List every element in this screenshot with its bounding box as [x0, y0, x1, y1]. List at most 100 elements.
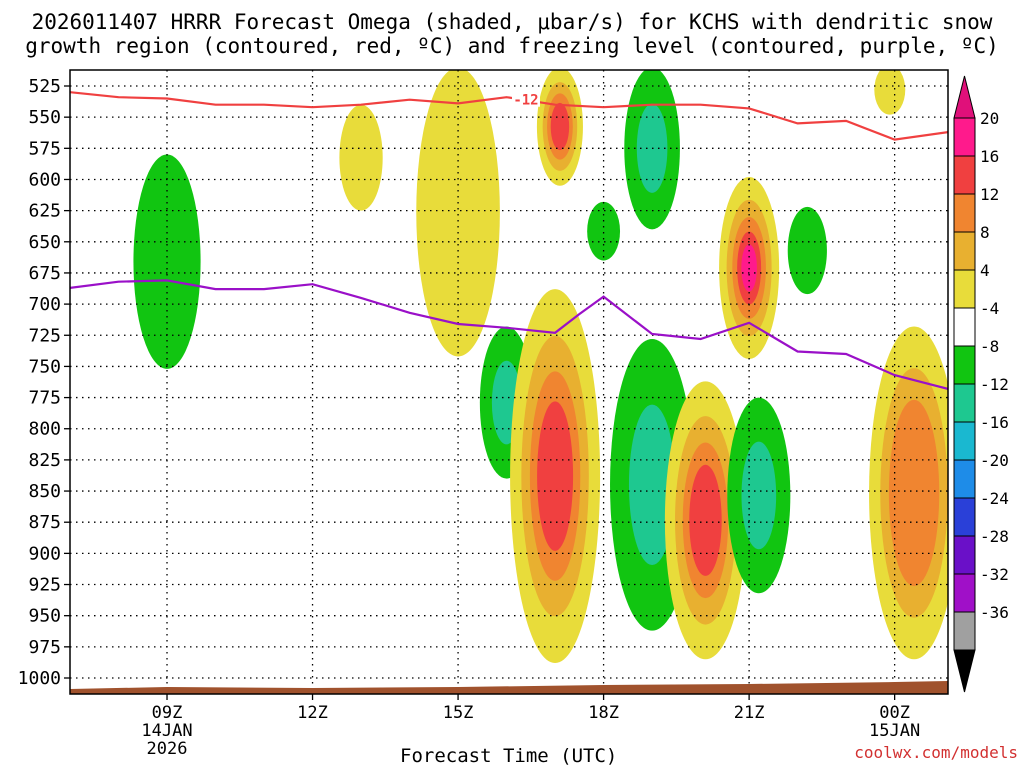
chart-title-line1: 2026011407 HRRR Forecast Omega (shaded, … — [31, 10, 993, 34]
x-tick-label-12Z: 12Z — [297, 703, 328, 723]
colorbar-bin-7 — [953, 383, 976, 423]
colorbar-bin-8 — [953, 421, 976, 461]
y-tick-label-950: 950 — [28, 606, 61, 627]
chart-title-line2: growth region (contoured, red, ºC) and f… — [25, 34, 999, 58]
x-year-label-09Z: 2026 — [147, 739, 188, 759]
omega-feature-1 — [339, 104, 383, 211]
y-tick-label-525: 525 — [28, 76, 61, 97]
omega-feature-2 — [416, 70, 500, 357]
colorbar-label-1: 16 — [980, 147, 999, 166]
omega-feature-3 — [536, 70, 583, 186]
freezing-level-contour — [70, 279, 948, 390]
x-tick-label-09Z: 09Z — [152, 703, 183, 723]
colorbar-bin-6 — [953, 345, 976, 385]
omega-contour-8-1 — [628, 404, 676, 566]
y-tick-label-650: 650 — [28, 232, 61, 253]
y-tick-label-550: 550 — [28, 107, 61, 128]
x-date-label-00Z: 15JAN — [869, 721, 920, 741]
omega-contour-12-1 — [741, 441, 777, 550]
colorbar-label-3: 8 — [980, 223, 990, 242]
x-tick-label-00Z: 00Z — [879, 703, 910, 723]
omega-feature-10 — [719, 176, 780, 359]
y-tick-label-925: 925 — [28, 575, 61, 596]
y-tick-label-600: 600 — [28, 169, 61, 190]
colorbar-label-7: -12 — [980, 375, 1009, 394]
colorbar-bin-9 — [953, 459, 976, 499]
x-date-label-09Z: 14JAN — [141, 721, 192, 741]
y-tick-label-725: 725 — [28, 325, 61, 346]
colorbar-bin-2 — [953, 193, 976, 233]
dgz-label-background — [511, 90, 540, 107]
gridlines — [70, 70, 948, 694]
omega-feature-11 — [787, 206, 827, 295]
colorbar-bin-10 — [953, 497, 976, 537]
x-axis-title: Forecast Time (UTC) — [400, 745, 618, 767]
colorbar-bin-13 — [953, 611, 976, 651]
omega-shading — [133, 70, 948, 664]
omega-feature-9 — [664, 381, 747, 660]
omega-contour-13-0 — [874, 70, 906, 115]
y-tick-label-675: 675 — [28, 263, 61, 284]
omega-feature-6 — [510, 289, 601, 664]
y-tick-label-875: 875 — [28, 512, 61, 533]
x-tick-label-18Z: 18Z — [588, 703, 619, 723]
omega-contour-0-0 — [133, 154, 201, 369]
colorbar-label-2: 12 — [980, 185, 999, 204]
omega-contour-7-0 — [587, 201, 621, 261]
colorbar-bin-3 — [953, 231, 976, 271]
colorbar-bin-4 — [953, 269, 976, 309]
colorbar-label-6: -8 — [980, 337, 999, 356]
omega-feature-12 — [727, 397, 791, 594]
omega-feature-4 — [624, 70, 680, 230]
y-tick-label-775: 775 — [28, 388, 61, 409]
y-tick-label-800: 800 — [28, 419, 61, 440]
colorbar-bin-5 — [953, 307, 976, 347]
colorbar-label-9: -20 — [980, 451, 1009, 470]
colorbar-label-8: -16 — [980, 413, 1009, 432]
y-tick-label-750: 750 — [28, 356, 61, 377]
dgz-minus12-contour — [70, 91, 948, 141]
colorbar-top-arrow — [953, 75, 976, 119]
colorbar: 20 16 12 8 4 -4 -8 -12 -16 -20 -24 -28 -32 -36 — [953, 75, 1009, 693]
omega-contour-2-0 — [416, 70, 500, 357]
y-tick-label-975: 975 — [28, 637, 61, 658]
colorbar-bin-0 — [953, 117, 976, 157]
x-tick-label-15Z: 15Z — [443, 703, 474, 723]
colorbar-bin-1 — [953, 155, 976, 195]
site-credit: coolwx.com/models — [854, 743, 1018, 762]
colorbar-bin-12 — [953, 573, 976, 613]
omega-contour-6-3 — [537, 401, 574, 551]
omega-contour-10-4 — [741, 244, 757, 292]
y-tick-label-900: 900 — [28, 543, 61, 564]
colorbar-label-0: 20 — [980, 109, 999, 128]
axes: 525 550 575 600 625 650 675 700 725 750 775 800 825 8… — [18, 76, 921, 759]
colorbar-label-5: -4 — [980, 299, 999, 318]
terrain-surface — [70, 681, 948, 694]
dgz-contour-label: -12 — [513, 93, 538, 109]
omega-contour-14-2 — [888, 399, 940, 587]
colorbar-label-10: -24 — [980, 489, 1009, 508]
x-tick-label-21Z: 21Z — [734, 703, 765, 723]
omega-contour-9-3 — [689, 464, 722, 576]
colorbar-label-12: -32 — [980, 565, 1009, 584]
omega-contour-1-0 — [339, 104, 383, 211]
y-tick-label-700: 700 — [28, 294, 61, 315]
omega-feature-14 — [869, 326, 948, 660]
y-tick-label-1000: 1000 — [18, 668, 61, 689]
terrain — [70, 681, 948, 694]
omega-feature-0 — [133, 154, 201, 369]
plot-frame — [69, 69, 949, 695]
colorbar-label-11: -28 — [980, 527, 1009, 546]
colorbar-bin-11 — [953, 535, 976, 575]
y-tick-label-850: 850 — [28, 481, 61, 502]
colorbar-label-13: -36 — [980, 603, 1009, 622]
contour-lines: -12 — [70, 90, 948, 390]
colorbar-bottom-arrow — [953, 649, 976, 693]
omega-feature-7 — [587, 201, 621, 261]
y-tick-label-625: 625 — [28, 201, 61, 222]
omega-feature-13 — [874, 70, 906, 115]
omega-contour-3-3 — [550, 102, 570, 151]
colorbar-label-4: 4 — [980, 261, 990, 280]
y-tick-label-575: 575 — [28, 138, 61, 159]
